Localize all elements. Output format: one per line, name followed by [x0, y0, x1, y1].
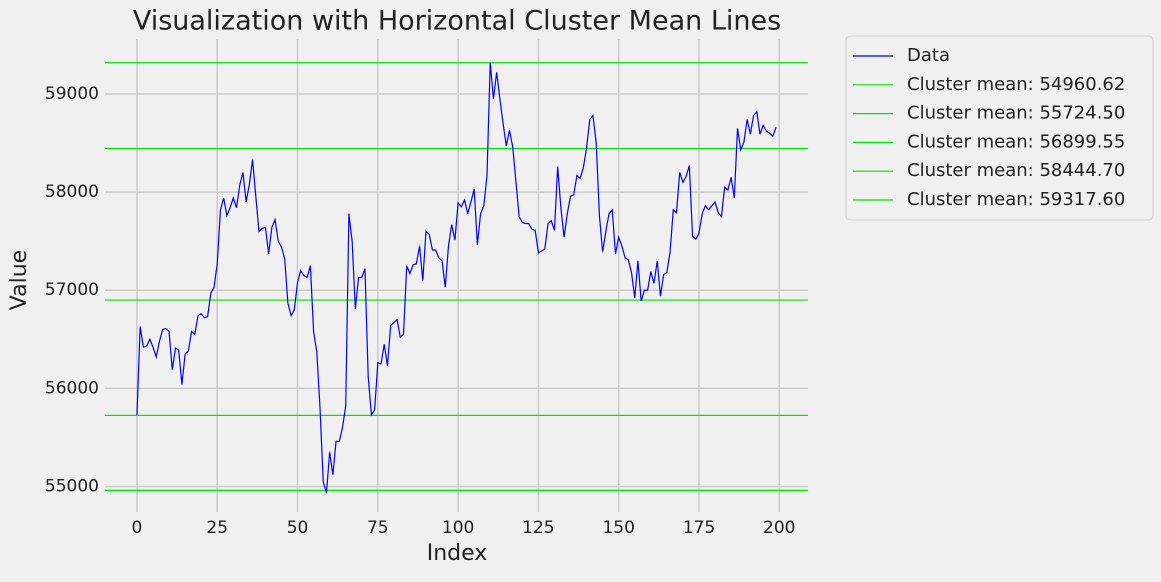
legend-label: Cluster mean: 56899.55	[907, 131, 1125, 152]
legend-label: Cluster mean: 59317.60	[907, 189, 1125, 210]
y-tick-label: 56000	[45, 378, 99, 398]
y-tick-label: 59000	[45, 84, 99, 104]
x-tick-label: 175	[683, 518, 715, 538]
chart-title: Visualization with Horizontal Cluster Me…	[133, 6, 781, 37]
legend-label: Data	[907, 45, 950, 66]
x-tick-label: 0	[132, 518, 143, 538]
y-axis-label: Value	[7, 250, 32, 310]
x-tick-label: 125	[522, 518, 554, 538]
legend-label: Cluster mean: 58444.70	[907, 160, 1125, 181]
legend-label: Cluster mean: 55724.50	[907, 103, 1125, 124]
x-axis-label: Index	[427, 541, 488, 566]
x-tick-label: 100	[442, 518, 474, 538]
legend-box	[845, 35, 1154, 221]
y-tick-label: 55000	[45, 476, 99, 496]
data-line	[136, 62, 777, 494]
y-tick-label: 58000	[45, 182, 99, 202]
x-tick-label: 150	[602, 518, 634, 538]
x-tick-label: 50	[287, 518, 309, 538]
x-tick-label: 75	[367, 518, 389, 538]
legend-label: Cluster mean: 54960.62	[907, 74, 1125, 95]
y-tick-label: 57000	[45, 280, 99, 300]
x-tick-label: 200	[763, 518, 795, 538]
x-tick-label: 25	[206, 518, 228, 538]
